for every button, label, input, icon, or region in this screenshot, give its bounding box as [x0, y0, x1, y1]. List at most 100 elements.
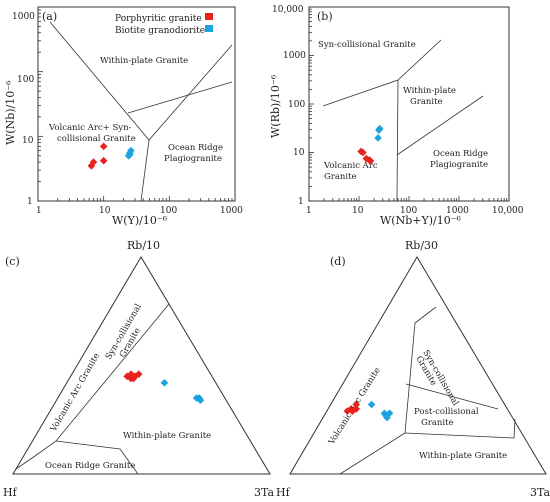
data-point-biotite	[367, 400, 376, 409]
ternary-d-top-label: Rb/30	[405, 239, 438, 252]
xtick-a-1000: 1000	[220, 206, 243, 216]
panel-b-yticks: 1 10 100 1000 10,000	[272, 5, 306, 207]
panel-b-label: (b)	[317, 10, 333, 23]
boundary-d-1	[339, 306, 437, 475]
region-a-volcanic-arc-2: collisional Granite	[57, 134, 136, 144]
panel-a-boundaries	[49, 21, 233, 202]
data-point-biotite	[160, 379, 169, 387]
region-c-volcanic-arc: Volcanic Arc Granite	[48, 352, 102, 435]
panel-b-xticks: 1 10 100 1000 10,000	[306, 206, 524, 216]
panel-a-yticks: 1 10 100 1000	[12, 12, 35, 207]
panel-d-label: (d)	[330, 255, 346, 268]
panel-c-label: (c)	[5, 255, 20, 268]
data-point-porphyritic	[134, 370, 143, 378]
region-c-within-plate: Within-plate Granite	[123, 431, 211, 441]
data-point-biotite	[375, 124, 384, 133]
ytick-a-1000: 1000	[12, 12, 35, 22]
data-point-biotite	[374, 134, 382, 142]
ytick-b-1: 1	[298, 197, 304, 207]
region-d-within-plate: Within-plate Granite	[419, 451, 507, 461]
panel-d-boundaries	[339, 306, 516, 475]
data-point-biotite	[383, 413, 391, 422]
ylabel-b: W(Rb)/10⁻⁶	[269, 74, 282, 138]
data-point-porphyritic	[89, 158, 98, 166]
boundary-b-3	[396, 95, 484, 156]
region-b-volcanic-arc-1: Volcanic Arc	[323, 161, 378, 171]
boundary-a-2	[140, 139, 150, 202]
ytick-b-100: 100	[288, 100, 305, 110]
data-point-porphyritic	[131, 372, 139, 381]
region-b-within-plate-2: Granite	[410, 97, 443, 107]
data-point-porphyritic	[352, 405, 361, 413]
ytick-a-1: 1	[27, 197, 33, 207]
region-b-syn-collisional: Syn-collisional Granite	[318, 40, 416, 50]
boundary-a-3	[127, 81, 233, 114]
boundary-b-2	[396, 79, 399, 202]
ternary-d-triangle	[289, 256, 547, 475]
region-d-post-collisional-2: Granite	[421, 418, 454, 428]
data-point-porphyritic	[348, 407, 357, 415]
legend-swatch-biotite	[205, 25, 213, 32]
region-a-ocean-ridge-2: Plagiogranite	[164, 154, 222, 164]
panel-a-points	[87, 142, 135, 170]
xtick-b-10000: 10,000	[492, 206, 524, 216]
data-point-porphyritic	[343, 407, 352, 415]
panel-a-xticks: 1 10 100 1000	[36, 206, 243, 216]
boundary-c-1	[15, 303, 170, 470]
panel-a-label: (a)	[42, 10, 57, 23]
panel-c-points	[123, 370, 205, 405]
xtick-b-100: 100	[400, 206, 417, 216]
xtick-b-10: 10	[352, 206, 364, 216]
region-a-volcanic-arc-1: Volcanic Arc+ Syn-	[48, 123, 132, 133]
ternary-c-top-label: Rb/10	[127, 239, 160, 252]
xtick-a-1: 1	[36, 206, 42, 216]
data-point-biotite	[125, 150, 134, 159]
data-point-biotite	[385, 409, 394, 418]
ytick-a-10: 10	[22, 136, 34, 146]
data-point-biotite	[196, 396, 205, 405]
boundary-c-2	[55, 440, 139, 475]
region-c-ocean-ridge: Ocean Ridge Granite	[45, 461, 135, 471]
region-b-within-plate-1: Within-plate	[403, 86, 456, 96]
boundary-d-2	[405, 383, 499, 410]
boundary-d-3	[404, 418, 516, 439]
ternary-d-right-label: 3Ta	[530, 486, 550, 499]
legend-label-biotite: Biotite granodiorite	[115, 26, 205, 36]
data-point-porphyritic	[359, 148, 367, 157]
panel-b-points	[357, 124, 384, 165]
legend-swatch-porphyritic	[205, 13, 213, 20]
ylabel-a: W(Nb)/10⁻⁶	[4, 80, 17, 145]
data-point-porphyritic	[127, 370, 135, 378]
panel-c-boundaries	[15, 303, 170, 475]
region-d-post-collisional-1: Post-collisional	[414, 407, 479, 417]
region-b-ocean-ridge-2: Plagiogranite	[430, 160, 488, 170]
ternary-c-triangle	[12, 256, 271, 475]
ternary-d-left-label: Hf	[276, 486, 291, 499]
data-point-porphyritic	[366, 157, 375, 165]
legend-label-porphyritic: Porphyritic granite	[115, 14, 202, 24]
panel-b-boundaries	[322, 39, 484, 202]
region-b-ocean-ridge-1: Ocean Ridge	[433, 149, 488, 159]
xtick-b-1: 1	[306, 206, 312, 216]
data-point-porphyritic	[352, 400, 361, 409]
ytick-a-100: 100	[17, 75, 34, 85]
ternary-c-left-label: Hf	[3, 486, 18, 499]
xtick-a-100: 100	[160, 206, 177, 216]
data-point-porphyritic	[362, 154, 371, 163]
region-a-ocean-ridge-1: Ocean Ridge	[168, 143, 223, 153]
panel-a-frame	[37, 6, 236, 202]
region-a-within-plate: Within-plate Granite	[100, 56, 188, 66]
data-point-porphyritic	[123, 372, 131, 381]
panel-b: (b) Syn-collisional Granite Within-plate…	[269, 5, 524, 227]
data-point-biotite	[127, 146, 135, 155]
xtick-b-1000: 1000	[446, 206, 469, 216]
xlabel-b: W(Nb+Y)/10⁻⁶	[380, 214, 462, 227]
panel-d-points	[343, 400, 394, 422]
panel-a: (a) Porphyritic granite Biotite granodio…	[4, 6, 243, 227]
data-point-porphyritic	[99, 156, 108, 165]
legend: Porphyritic granite Biotite granodiorite	[115, 13, 213, 36]
panel-c: Rb/10 (c) Syn-collisional Granite Volcan…	[3, 239, 274, 499]
ytick-b-1000: 1000	[283, 51, 306, 61]
panel-d: Rb/30 (d) Syn-collisional Granite Post-c…	[276, 239, 550, 499]
ytick-b-10000: 10,000	[272, 5, 304, 15]
